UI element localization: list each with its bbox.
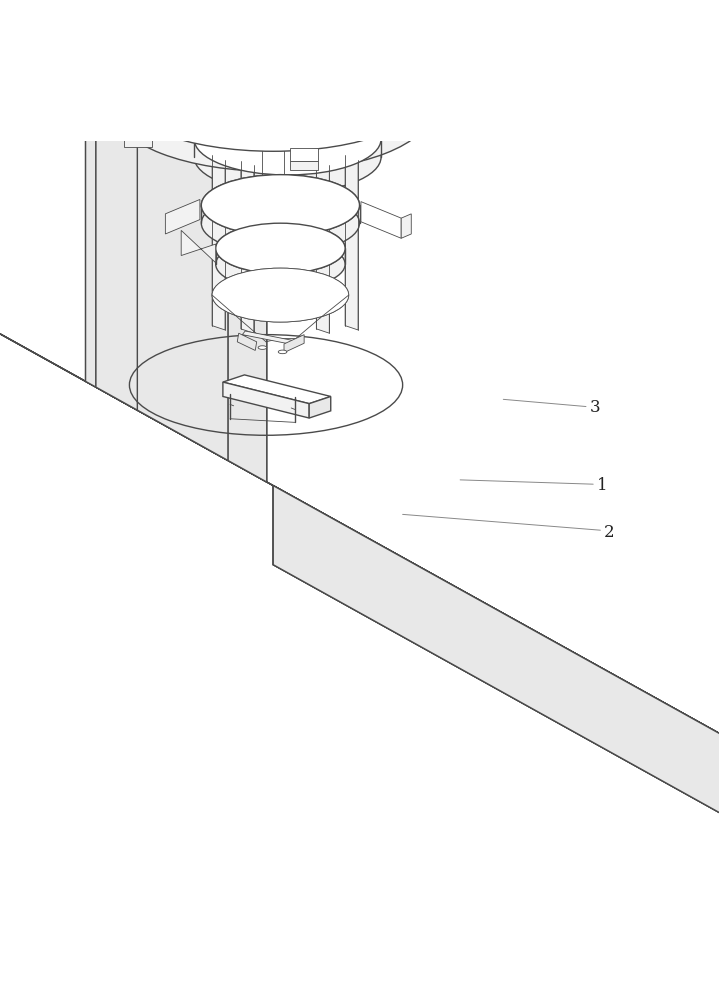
Polygon shape [241,161,254,333]
Polygon shape [171,37,199,46]
Polygon shape [467,102,521,133]
Ellipse shape [216,223,345,274]
Polygon shape [0,234,719,737]
Ellipse shape [258,346,267,349]
Polygon shape [316,161,329,333]
Polygon shape [111,0,157,421]
Ellipse shape [254,75,293,91]
Ellipse shape [194,103,381,175]
Polygon shape [124,138,152,147]
Polygon shape [94,72,122,81]
Polygon shape [521,109,531,133]
Polygon shape [435,87,475,105]
Polygon shape [425,72,452,81]
Polygon shape [68,94,101,119]
Text: 1: 1 [597,477,608,494]
Polygon shape [111,111,267,482]
Polygon shape [255,94,283,106]
Polygon shape [412,116,439,129]
Ellipse shape [115,29,431,151]
Polygon shape [96,0,137,410]
Ellipse shape [212,268,349,322]
Polygon shape [212,155,225,330]
Polygon shape [345,155,358,330]
Ellipse shape [212,268,349,322]
Polygon shape [0,25,267,197]
Polygon shape [425,60,452,72]
Polygon shape [273,486,719,816]
Polygon shape [223,382,309,418]
Polygon shape [273,486,719,816]
Polygon shape [401,214,411,238]
Polygon shape [454,0,493,54]
Ellipse shape [201,175,360,236]
Polygon shape [290,161,318,170]
Polygon shape [237,333,257,350]
Ellipse shape [216,223,345,274]
Polygon shape [181,230,216,263]
Ellipse shape [27,74,145,119]
Polygon shape [94,60,122,72]
Polygon shape [467,92,521,118]
Polygon shape [273,486,719,816]
Polygon shape [290,148,318,161]
Polygon shape [242,331,300,345]
Ellipse shape [194,103,381,175]
Text: 3: 3 [590,399,600,416]
Ellipse shape [115,49,431,171]
Polygon shape [14,87,72,113]
Polygon shape [284,335,304,353]
Polygon shape [273,486,719,816]
Ellipse shape [54,88,169,134]
Polygon shape [86,97,228,460]
Ellipse shape [201,193,360,254]
Polygon shape [14,96,72,129]
Polygon shape [0,18,228,176]
Polygon shape [96,0,137,410]
Polygon shape [0,234,719,737]
Polygon shape [165,199,200,234]
Polygon shape [412,129,439,137]
Text: 2: 2 [604,524,615,541]
Ellipse shape [186,57,360,124]
Polygon shape [435,94,475,118]
Polygon shape [223,375,331,404]
Ellipse shape [216,239,345,289]
Polygon shape [306,72,338,86]
Polygon shape [124,125,152,138]
Polygon shape [111,0,157,421]
Polygon shape [320,20,347,33]
Polygon shape [201,71,234,83]
Polygon shape [111,111,267,482]
Ellipse shape [278,350,287,354]
Polygon shape [86,97,228,460]
Polygon shape [171,24,199,37]
Polygon shape [320,33,347,41]
Polygon shape [309,396,331,418]
Polygon shape [361,202,401,238]
Ellipse shape [194,121,381,193]
Polygon shape [461,0,493,54]
Ellipse shape [201,175,360,236]
